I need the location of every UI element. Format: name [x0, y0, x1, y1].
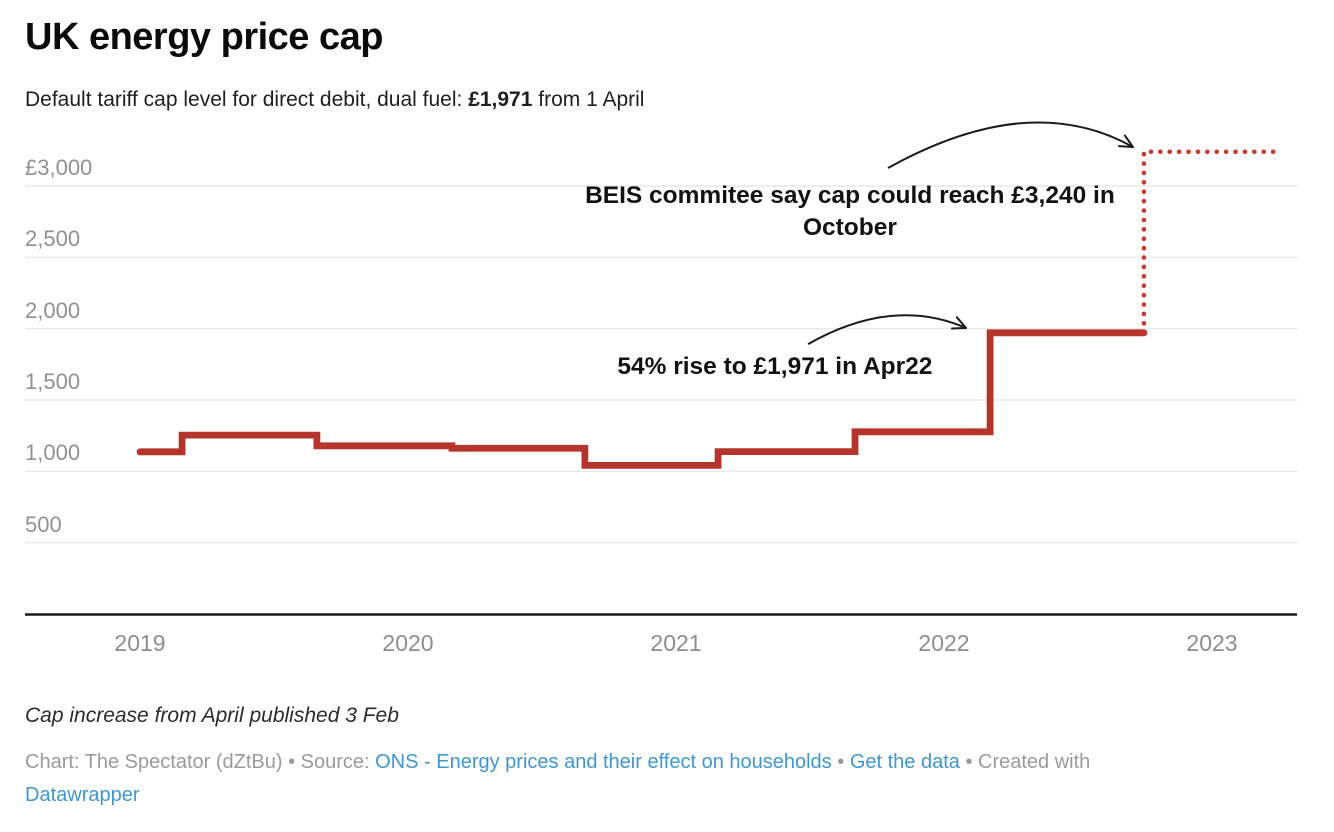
chart-footnote: Cap increase from April published 3 Feb — [25, 704, 399, 727]
annotation-arrowhead — [1117, 145, 1134, 149]
annotation-arrow — [887, 121, 1134, 169]
x-axis-tick-label: 2023 — [1186, 630, 1238, 656]
annotation-text-line: BEIS commitee say cap could reach £3,240… — [585, 181, 1115, 209]
credit-separator: • — [831, 751, 850, 773]
chart-credit-line: Chart: The Spectator (dZtBu) • Source: O… — [25, 746, 1295, 812]
y-axis-tick-label: 2,500 — [25, 226, 81, 252]
x-axis-tick-label: 2022 — [918, 630, 970, 656]
y-axis-tick-label: 500 — [25, 511, 62, 537]
annotation-apr22-rise: 54% rise to £1,971 in Apr22 — [535, 351, 1015, 383]
get-the-data-link[interactable]: Get the data — [849, 751, 960, 773]
y-axis-tick-label: 2,000 — [25, 297, 81, 323]
annotation-arrowhead — [955, 316, 967, 329]
annotation-arrowhead — [950, 326, 967, 330]
datawrapper-link[interactable]: Datawrapper — [25, 784, 140, 806]
chart-subtitle: Default tariff cap level for direct debi… — [25, 88, 644, 112]
chart-title: UK energy price cap — [25, 16, 383, 58]
credit-created-with: • Created with — [959, 751, 1091, 773]
annotation-arrowhead — [1123, 134, 1134, 149]
y-axis-tick-label: £3,000 — [25, 155, 93, 180]
x-axis-tick-label: 2021 — [650, 630, 702, 656]
subtitle-highlight-value: £1,971 — [468, 88, 533, 111]
y-axis-tick-label: 1,000 — [25, 440, 81, 466]
subtitle-suffix: from 1 April — [532, 88, 645, 111]
annotation-text-line: October — [802, 213, 897, 241]
x-axis-tick-label: 2019 — [114, 630, 166, 656]
x-axis-tick-label: 2020 — [382, 630, 434, 656]
subtitle-prefix: Default tariff cap level for direct debi… — [25, 88, 469, 111]
credit-byline: Chart: The Spectator (dZtBu) • Source: — [25, 751, 376, 773]
annotation-beis-october: BEIS commitee say cap could reach £3,240… — [520, 180, 1180, 244]
source-link[interactable]: ONS - Energy prices and their effect on … — [375, 751, 832, 773]
annotation-arrow — [807, 314, 967, 345]
annotation-text-line: 54% rise to £1,971 in Apr22 — [617, 353, 933, 381]
y-axis-tick-label: 1,500 — [25, 369, 81, 394]
